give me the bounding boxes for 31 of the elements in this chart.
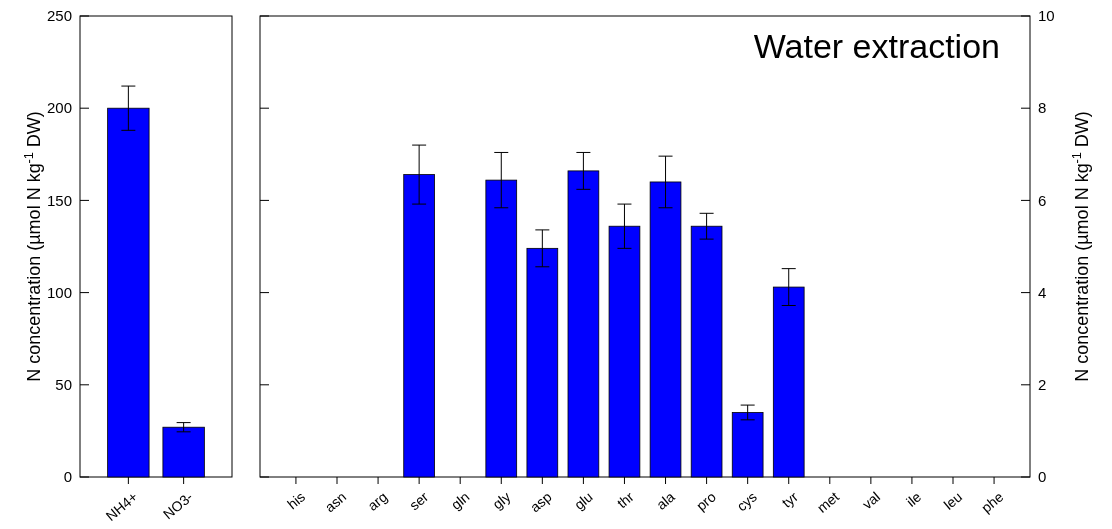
y2-tick-label: 8 xyxy=(1038,99,1047,117)
x-tick-label: ser xyxy=(406,488,432,514)
x-tick-label: ile xyxy=(903,488,925,510)
x-tick-label: met xyxy=(813,488,843,516)
y2-tick-label: 2 xyxy=(1038,376,1047,394)
x-tick-label: tyr xyxy=(778,488,802,511)
y-tick-label: 150 xyxy=(46,191,72,209)
x-tick-label: glu xyxy=(571,488,596,513)
y2-tick-label: 6 xyxy=(1038,191,1047,209)
x-tick-label: phe xyxy=(978,488,1007,516)
annotation: Water extraction xyxy=(753,27,1000,65)
y2-tick-label: 10 xyxy=(1038,7,1055,25)
y-tick-label: 250 xyxy=(46,7,72,25)
x-tick-label: asn xyxy=(321,488,350,516)
x-tick-label: gln xyxy=(447,488,473,513)
x-tick-label: his xyxy=(284,488,309,513)
x-tick-label: thr xyxy=(613,488,637,512)
x-tick-label: leu xyxy=(940,488,966,513)
y2-tick-label: 4 xyxy=(1038,283,1047,301)
x-tick-label: cys xyxy=(733,488,760,515)
x-tick-label: ala xyxy=(653,488,678,513)
x-tick-label: pro xyxy=(693,488,719,514)
x-tick-label: gly xyxy=(489,488,514,513)
y2-tick-label: 0 xyxy=(1038,468,1047,486)
x-tick-label: arg xyxy=(364,488,391,514)
x-tick-label: val xyxy=(859,488,884,513)
y-tick-label: 50 xyxy=(55,376,72,394)
y-tick-label: 200 xyxy=(46,99,72,117)
y-tick-label: 0 xyxy=(63,468,72,486)
x-tick-label: asp xyxy=(526,488,555,516)
y-tick-label: 100 xyxy=(46,283,72,301)
